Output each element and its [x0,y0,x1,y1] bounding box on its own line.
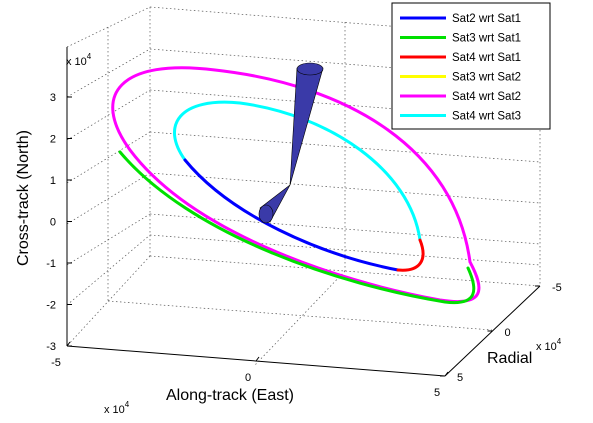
sensor-cones [258,62,324,224]
x-axis-label: Along-track (East) [166,387,294,404]
x-exponent-label: x 104 [104,400,130,416]
series-line-sat3-wrt-sat1 [118,150,476,305]
legend-entry: Sat4 wrt Sat3 [452,111,521,123]
legend-entry: Sat4 wrt Sat1 [452,52,521,64]
series-line-sat4-wrt-sat3 [173,100,422,242]
x-tick-label: 5 [434,387,440,399]
z-tick-label: -1 [46,258,56,270]
y-tick-label: -5 [552,282,562,294]
y-exponent-label: x 104 [536,337,562,353]
y-axis-label: Radial [487,350,532,367]
y-tick-label: 5 [457,372,463,384]
z-tick-label: -3 [46,341,56,353]
x-tick-labels: -5 0 5 [51,357,440,399]
legend-entry: Sat3 wrt Sat2 [452,72,521,84]
legend: Sat2 wrt Sat1 Sat3 wrt Sat1 Sat4 wrt Sat1 S… [391,2,551,130]
z-tick-labels: 3 2 1 0 -1 -2 -3 [46,92,56,353]
tick-marks [66,96,540,377]
z-tick-label: 3 [50,92,56,104]
z-tick-label: 0 [50,217,56,229]
x-tick-label: 0 [245,372,251,384]
small-cone-cap [258,204,274,224]
series-line-sat4-wrt-sat1 [396,238,425,272]
z-axis-label: Cross-track (North) [15,130,32,266]
x-tick-label: -5 [51,357,61,369]
z-tick-label: -2 [46,300,56,312]
legend-entry: Sat3 wrt Sat1 [452,33,521,45]
legend-entry: Sat2 wrt Sat1 [452,13,521,25]
x-tick-mark [444,371,449,377]
x-tick-mark [255,356,260,362]
x-tick-mark [66,341,71,347]
large-cone-cap [296,62,324,76]
orbit-traces [111,66,481,305]
legend-box [391,2,551,130]
z-tick-label: 1 [50,175,56,187]
series-line-sat2-wrt-sat1 [183,158,400,272]
y-tick-label: 0 [505,327,511,339]
z-exponent-label: x 104 [66,52,92,68]
z-tick-label: 2 [50,134,56,146]
y-tick-labels: -5 0 5 [457,282,562,384]
grid-lines [66,6,541,366]
legend-entry: Sat4 wrt Sat2 [452,91,521,103]
